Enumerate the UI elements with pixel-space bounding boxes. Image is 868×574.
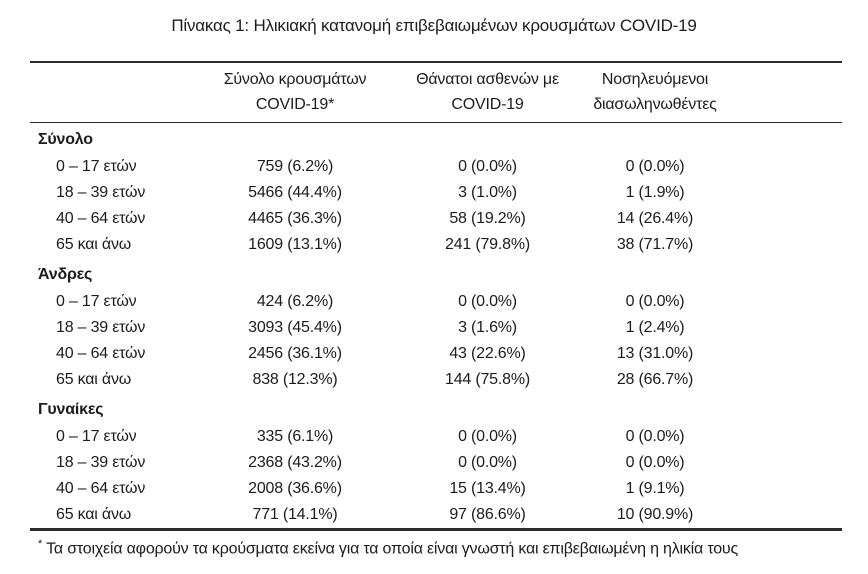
deaths-value: 241 (79.8%)	[445, 236, 530, 253]
cases-value: 335 (6.1%)	[256, 428, 334, 445]
deaths-value: 58 (19.2%)	[449, 210, 526, 227]
header-deaths-line1: Θάνατοι ασθενών με	[416, 71, 559, 88]
cases-value: 4465 (36.3%)	[248, 210, 342, 227]
header-empty-cell	[30, 62, 185, 123]
table-title: Πίνακας 1: Ηλικιακή κατανομή επιβεβαιωμέ…	[171, 16, 697, 35]
intubated-value: 38 (71.7%)	[616, 236, 694, 253]
footnote-asterisk: *	[38, 538, 43, 550]
spacer-cell	[740, 315, 842, 341]
age-label: 65 και άνω	[56, 506, 132, 523]
table-row: 65 και άνω 771 (14.1%) 97 (86.6%) 10 (90…	[30, 502, 842, 530]
spacer-cell	[740, 367, 842, 393]
table-row: 0 – 17 ετών 759 (6.2%) 0 (0.0%) 0 (0.0%)	[30, 154, 842, 180]
header-row: Σύνολο κρουσμάτων COVID-19* Θάνατοι ασθε…	[30, 62, 842, 123]
header-intubated-line1: Νοσηλευόμενοι	[601, 71, 709, 88]
deaths-value: 0 (0.0%)	[458, 454, 517, 471]
footnote-text: Τα στοιχεία αφορούν τα κρούσματα εκείνα …	[46, 540, 738, 558]
header-total-cases-line1: Σύνολο κρουσμάτων	[223, 71, 367, 88]
intubated-value: 10 (90.9%)	[616, 506, 694, 523]
intubated-value: 0 (0.0%)	[625, 428, 685, 445]
header-intubated-line2: διασωληνωθέντες	[593, 96, 717, 113]
cases-value: 3093 (45.4%)	[248, 319, 342, 336]
spacer-cell	[740, 289, 842, 315]
intubated-value: 13 (31.0%)	[616, 345, 694, 362]
cases-value: 759 (6.2%)	[256, 158, 334, 175]
header-total-cases-line2: COVID-19*	[255, 96, 335, 113]
table-row: 0 – 17 ετών 424 (6.2%) 0 (0.0%) 0 (0.0%)	[30, 289, 842, 315]
age-label: 65 και άνω	[56, 236, 132, 253]
deaths-value: 15 (13.4%)	[449, 480, 526, 497]
table-row: 40 – 64 ετών 4465 (36.3%) 58 (19.2%) 14 …	[30, 206, 842, 232]
age-label: 18 – 39 ετών	[56, 319, 146, 336]
spacer-cell	[740, 232, 842, 258]
covid-age-distribution-table: Σύνολο κρουσμάτων COVID-19* Θάνατοι ασθε…	[30, 61, 842, 531]
cases-value: 2368 (43.2%)	[248, 454, 342, 471]
cases-value: 424 (6.2%)	[256, 293, 334, 310]
cases-value: 1609 (13.1%)	[248, 236, 342, 253]
spacer-cell	[740, 206, 842, 232]
spacer-cell	[740, 502, 842, 530]
deaths-value: 43 (22.6%)	[449, 345, 526, 362]
table-row: 18 – 39 ετών 3093 (45.4%) 3 (1.6%) 1 (2.…	[30, 315, 842, 341]
age-label: 18 – 39 ετών	[56, 454, 146, 471]
section-label: Άνδρες	[38, 266, 93, 283]
cases-value: 2008 (36.6%)	[248, 480, 342, 497]
age-label: 40 – 64 ετών	[56, 480, 146, 497]
header-deaths: Θάνατοι ασθενών με COVID-19	[405, 62, 570, 123]
table-row: 65 και άνω 1609 (13.1%) 241 (79.8%) 38 (…	[30, 232, 842, 258]
age-label: 40 – 64 ετών	[56, 345, 146, 362]
intubated-value: 0 (0.0%)	[625, 454, 685, 471]
age-label: 40 – 64 ετών	[56, 210, 146, 227]
deaths-value: 0 (0.0%)	[458, 428, 517, 445]
age-label: 65 και άνω	[56, 371, 132, 388]
spacer-cell	[740, 154, 842, 180]
cases-value: 838 (12.3%)	[252, 371, 338, 388]
deaths-value: 3 (1.0%)	[458, 184, 517, 201]
deaths-value: 144 (75.8%)	[445, 371, 530, 388]
age-label: 0 – 17 ετών	[56, 293, 137, 310]
intubated-value: 1 (2.4%)	[625, 319, 685, 336]
deaths-value: 97 (86.6%)	[449, 506, 526, 523]
spacer-cell	[740, 450, 842, 476]
table-footnote: * Τα στοιχεία αφορούν τα κρούσματα εκείνα…	[38, 538, 868, 558]
age-label: 0 – 17 ετών	[56, 158, 137, 175]
header-total-cases: Σύνολο κρουσμάτων COVID-19*	[185, 62, 405, 123]
spacer-cell	[740, 180, 842, 206]
age-label: 0 – 17 ετών	[56, 428, 137, 445]
intubated-value: 28 (66.7%)	[616, 371, 694, 388]
table-row: 40 – 64 ετών 2456 (36.1%) 43 (22.6%) 13 …	[30, 341, 842, 367]
spacer-cell	[740, 424, 842, 450]
section-row-total: Σύνολο	[30, 123, 842, 155]
section-row-women: Γυναίκες	[30, 393, 842, 424]
intubated-value: 0 (0.0%)	[625, 158, 685, 175]
cases-value: 2456 (36.1%)	[248, 345, 342, 362]
cases-value: 5466 (44.4%)	[248, 184, 342, 201]
age-label: 18 – 39 ετών	[56, 184, 146, 201]
section-row-men: Άνδρες	[30, 258, 842, 289]
deaths-value: 0 (0.0%)	[458, 293, 517, 310]
intubated-value: 14 (26.4%)	[616, 210, 694, 227]
deaths-value: 0 (0.0%)	[458, 158, 517, 175]
table-row: 40 – 64 ετών 2008 (36.6%) 15 (13.4%) 1 (…	[30, 476, 842, 502]
intubated-value: 1 (9.1%)	[625, 480, 685, 497]
cases-value: 771 (14.1%)	[252, 506, 338, 523]
header-spacer-cell	[740, 62, 842, 123]
table-row: 18 – 39 ετών 2368 (43.2%) 0 (0.0%) 0 (0.…	[30, 450, 842, 476]
spacer-cell	[740, 341, 842, 367]
intubated-value: 1 (1.9%)	[625, 184, 685, 201]
section-label: Γυναίκες	[38, 401, 104, 418]
table-row: 18 – 39 ετών 5466 (44.4%) 3 (1.0%) 1 (1.…	[30, 180, 842, 206]
section-label: Σύνολο	[38, 131, 93, 148]
header-deaths-line2: COVID-19	[451, 96, 524, 113]
header-intubated: Νοσηλευόμενοι διασωληνωθέντες	[570, 62, 740, 123]
table-row: 0 – 17 ετών 335 (6.1%) 0 (0.0%) 0 (0.0%)	[30, 424, 842, 450]
spacer-cell	[740, 476, 842, 502]
intubated-value: 0 (0.0%)	[625, 293, 685, 310]
deaths-value: 3 (1.6%)	[458, 319, 517, 336]
table-row: 65 και άνω 838 (12.3%) 144 (75.8%) 28 (6…	[30, 367, 842, 393]
